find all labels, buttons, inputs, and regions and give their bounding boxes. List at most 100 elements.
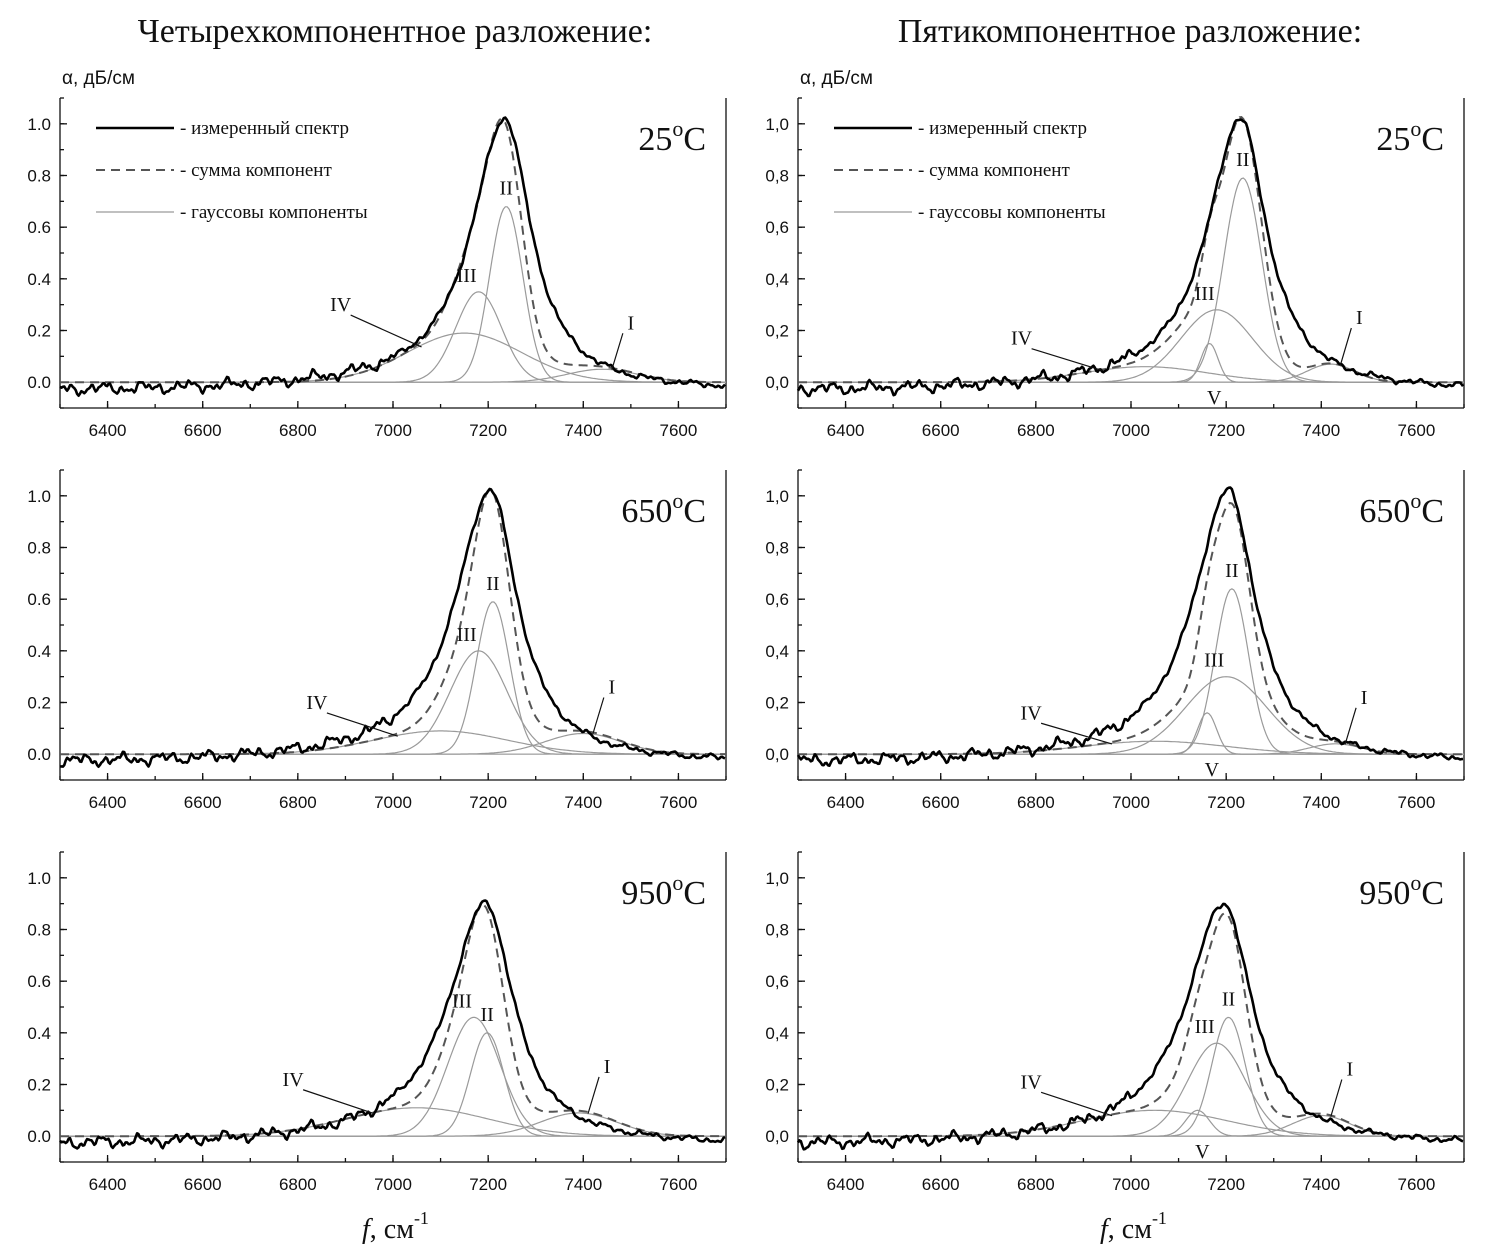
component-IV-leader: [1040, 1091, 1113, 1117]
x-tick-label: 7400: [1302, 421, 1340, 440]
component-IV-leader: [326, 712, 398, 737]
component-IV-label: IV: [306, 692, 328, 714]
component-IV-label: IV: [1021, 702, 1043, 724]
x-tick-label: 6800: [279, 421, 317, 440]
sum-curve: [798, 116, 1464, 384]
component-III-curve: [60, 650, 726, 755]
y-tick-label: 0.8: [27, 539, 51, 558]
component-II-curve: [798, 588, 1464, 755]
right-column-title: Пятикомпонентное разложение:: [898, 13, 1362, 50]
component-III-curve: [798, 309, 1464, 383]
x-tick-label: 7000: [1112, 1175, 1150, 1194]
x-tick-label: 6600: [922, 1175, 960, 1194]
component-I-label: I: [1356, 307, 1363, 329]
component-III-curve: [798, 1042, 1464, 1137]
component-III-label: III: [452, 990, 472, 1012]
sum-curve: [798, 912, 1464, 1138]
component-III-label: III: [1195, 1016, 1215, 1038]
y-tick-label: 0,2: [765, 322, 789, 341]
panel-p4-650: 0.0 0.2 0.4 0.6 0.8 1.0 6400 6600 6800 7000 7200 74…: [27, 469, 727, 812]
y-tick-label: 1.0: [27, 869, 51, 888]
x-tick-label: 7600: [660, 793, 698, 812]
x-tick-label: 7400: [564, 793, 602, 812]
x-tick-label: 6600: [922, 793, 960, 812]
x-tick-label: 7200: [1207, 421, 1245, 440]
component-I-label: I: [1346, 1059, 1353, 1081]
component-II-label: II: [500, 178, 513, 200]
x-tick-label: 7400: [1302, 793, 1340, 812]
legend-sum-label: - сумма компонент: [918, 160, 1070, 181]
x-tick-label: 7000: [1112, 793, 1150, 812]
x-tick-label: 6800: [1017, 1175, 1055, 1194]
component-I-label: I: [1361, 687, 1368, 709]
component-I-leader: [587, 1076, 600, 1114]
x-tick-label: 7200: [1207, 1175, 1245, 1194]
component-I-leader: [1344, 707, 1357, 745]
x-tick-label: 6600: [184, 421, 222, 440]
component-I-leader: [611, 333, 624, 370]
sum-curve: [798, 501, 1464, 756]
panel-p5-25: 0,0 0,2 0,4 0,6 0,8 1,0 6400 6600 6800 7000 7200 74…: [765, 97, 1465, 440]
component-V-label: V: [1195, 1141, 1210, 1163]
component-IV-leader: [1040, 722, 1113, 745]
component-I-label: I: [604, 1056, 611, 1078]
measured-spectrum-line: [59, 116, 726, 397]
panel-p4-25: 0.0 0.2 0.4 0.6 0.8 1.0 6400 6600 6800 7000 7200 74…: [27, 97, 727, 440]
x-tick-label: 6400: [89, 793, 127, 812]
y-tick-label: 0.2: [27, 322, 51, 341]
legend-measured-label: - измеренный спектр: [180, 118, 349, 139]
y-tick-label: 0.6: [27, 972, 51, 991]
component-I-leader: [1330, 1079, 1343, 1117]
legend-gaussian-label: - гауссовы компоненты: [180, 202, 368, 223]
component-IV-leader: [350, 314, 422, 348]
panels-group: 0.0 0.2 0.4 0.6 0.8 1.0 6400 6600 6800 7000 7200 74…: [27, 97, 1465, 1194]
y-tick-label: 0,4: [765, 1024, 789, 1043]
component-II-curve: [60, 1032, 726, 1137]
component-IV-label: IV: [1011, 328, 1033, 350]
y-tick-label: 0.4: [27, 642, 51, 661]
y-tick-label: 0,8: [765, 167, 789, 186]
y-tick-label: 0,6: [765, 590, 789, 609]
x-tick-label: 7000: [374, 793, 412, 812]
x-tick-label: 7600: [1398, 1175, 1436, 1194]
x-tick-label: 6800: [1017, 421, 1055, 440]
component-II-label: II: [481, 1004, 494, 1026]
component-V-label: V: [1205, 759, 1220, 781]
y-tick-label: 0.4: [27, 1024, 51, 1043]
component-II-label: II: [1236, 149, 1249, 171]
component-I-leader: [592, 697, 605, 735]
x-tick-label: 7400: [564, 1175, 602, 1194]
panel-p5-950: 0,0 0,2 0,4 0,6 0,8 1,0 6400 6600 6800 7000 7200 74…: [765, 851, 1465, 1194]
legend-gaussian-label: - гауссовы компоненты: [918, 202, 1106, 223]
component-II-label: II: [1225, 560, 1238, 582]
y-tick-label: 0.6: [27, 590, 51, 609]
temperature-label: 25oC: [638, 116, 706, 158]
component-III-curve: [60, 291, 726, 383]
component-II-label: II: [1222, 988, 1235, 1010]
y-tick-label: 0,4: [765, 642, 789, 661]
y-tick-label: 1,0: [765, 115, 789, 134]
measured-spectrum-line: [59, 487, 726, 768]
y-tick-label: 0.0: [27, 373, 51, 392]
y-tick-label: 0.2: [27, 694, 51, 713]
component-I-label: I: [608, 677, 615, 699]
y-tick-label: 0,2: [765, 694, 789, 713]
component-III-curve: [60, 1016, 726, 1137]
sum-curve: [60, 117, 726, 384]
left-x-axis-label: f, см-1: [362, 1208, 429, 1245]
component-I-curve: [798, 1114, 1464, 1137]
x-tick-label: 6400: [89, 1175, 127, 1194]
y-tick-label: 0.4: [27, 270, 51, 289]
x-tick-label: 7600: [1398, 421, 1436, 440]
left-column-title: Четырехкомпонентное разложение:: [138, 13, 653, 50]
component-III-label: III: [1195, 283, 1215, 305]
measured-spectrum-line: [796, 486, 1464, 767]
component-III-label: III: [1204, 650, 1224, 672]
component-V-label: V: [1207, 387, 1222, 409]
x-tick-label: 7400: [564, 421, 602, 440]
x-tick-label: 6600: [184, 1175, 222, 1194]
x-tick-label: 6400: [827, 421, 865, 440]
x-tick-label: 7400: [1302, 1175, 1340, 1194]
x-tick-label: 7000: [1112, 421, 1150, 440]
temperature-label: 650oC: [1359, 488, 1444, 530]
